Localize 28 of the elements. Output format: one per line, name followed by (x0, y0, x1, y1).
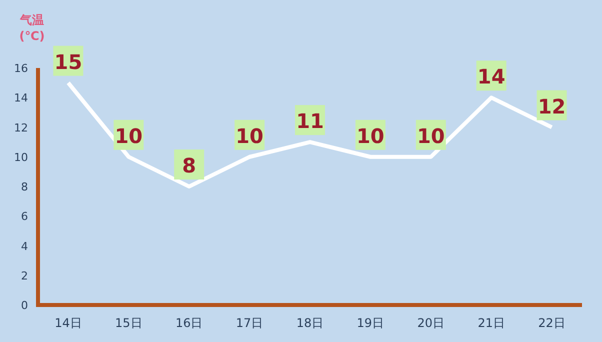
y-axis-title: 气温 (℃) (19, 13, 45, 43)
y-tick-label: 14 (14, 92, 28, 105)
x-tick-label: 16日 (175, 316, 203, 330)
y-tick-label: 2 (21, 269, 28, 282)
x-tick-label: 14日 (54, 316, 82, 330)
data-label: 10 (236, 124, 264, 148)
data-label: 12 (538, 94, 566, 118)
data-label: 14 (477, 64, 506, 89)
data-label: 15 (54, 50, 82, 74)
y-tick-label: 16 (14, 62, 28, 75)
x-tick-label: 15日 (115, 316, 142, 330)
x-tick-label: 19日 (356, 316, 384, 330)
y-tick-label: 10 (14, 150, 28, 164)
y-tick-label: 4 (21, 240, 28, 253)
data-label: 8 (182, 154, 196, 178)
y-tick-label: 12 (14, 121, 28, 134)
y-tick-label: 0 (21, 299, 28, 312)
x-tick-label: 20日 (417, 316, 445, 330)
x-tick-label: 21日 (478, 316, 505, 330)
x-tick-label: 18日 (296, 316, 324, 330)
x-tick-label: 17日 (236, 316, 264, 330)
data-label: 10 (416, 124, 445, 148)
y-tick-label: 6 (21, 210, 28, 224)
data-label: 10 (356, 124, 384, 148)
x-tick-label: 22日 (538, 316, 566, 330)
data-label: 11 (296, 109, 324, 134)
data-label: 10 (114, 124, 143, 148)
y-tick-label: 8 (21, 180, 28, 194)
